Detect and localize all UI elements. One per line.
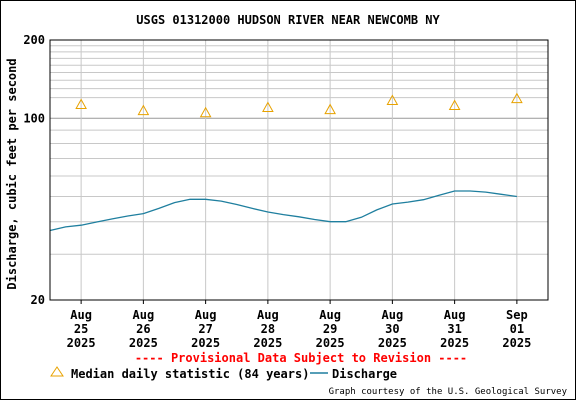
x-tick-label: 26 xyxy=(136,322,150,336)
x-tick-label: 2025 xyxy=(502,336,531,350)
median-triangle-marker xyxy=(199,106,212,118)
x-tick-label: Aug xyxy=(70,308,92,322)
chart-grid xyxy=(50,40,548,300)
x-tick-label: 01 xyxy=(510,322,524,336)
y-tick-label: 100 xyxy=(23,111,45,125)
y-axis-label: Discharge, cubic feet per second xyxy=(5,58,19,289)
credit-text: Graph courtesy of the U.S. Geological Su… xyxy=(329,387,568,397)
x-tick-label: 30 xyxy=(385,322,399,336)
x-tick-label: 25 xyxy=(74,322,88,336)
x-tick-label: 2025 xyxy=(440,336,469,350)
chart-title: USGS 01312000 HUDSON RIVER NEAR NEWCOMB … xyxy=(136,13,440,27)
plot-frame xyxy=(49,39,549,301)
legend-median-label: Median daily statistic (84 years) xyxy=(71,367,309,381)
x-tick-label: 2025 xyxy=(253,336,282,350)
median-triangle-marker xyxy=(386,94,399,106)
x-tick-label: 31 xyxy=(447,322,461,336)
median-triangle-marker xyxy=(324,103,336,115)
series-layer xyxy=(49,92,523,232)
median-triangle-marker xyxy=(448,99,461,110)
x-tick-label: 2025 xyxy=(316,336,345,350)
x-tick-label: Aug xyxy=(133,308,155,322)
x-tick-label: 2025 xyxy=(191,336,220,350)
x-tick-label: 28 xyxy=(261,322,275,336)
y-tick-label: 200 xyxy=(23,33,45,47)
median-triangle-marker xyxy=(137,104,150,116)
y-tick-label: 20 xyxy=(31,293,45,307)
median-triangle-marker xyxy=(511,92,523,104)
x-tick-label: Aug xyxy=(444,308,466,322)
x-tick-label: Aug xyxy=(319,308,341,322)
provisional-notice: ---- Provisional Data Subject to Revisio… xyxy=(135,351,467,365)
median-triangle-marker xyxy=(262,101,274,113)
x-tick-label: Aug xyxy=(195,308,217,322)
x-tick-label: Sep xyxy=(506,308,528,322)
x-tick-label: 2025 xyxy=(67,336,96,350)
x-tick-label: 2025 xyxy=(378,336,407,350)
legend-discharge-label: Discharge xyxy=(332,367,397,381)
x-tick-label: Aug xyxy=(382,308,404,322)
median-triangle-marker xyxy=(75,98,87,109)
x-tick-label: 29 xyxy=(323,322,337,336)
x-tick-label: Aug xyxy=(257,308,279,322)
x-tick-label: 27 xyxy=(198,322,212,336)
legend: Median daily statistic (84 years) Discha… xyxy=(50,366,397,381)
x-tick-label: 2025 xyxy=(129,336,158,350)
axis-labels: 20100200Aug252025Aug262025Aug272025Aug28… xyxy=(23,33,531,350)
discharge-series-line xyxy=(49,190,517,232)
legend-median-triangle-icon xyxy=(50,366,64,377)
